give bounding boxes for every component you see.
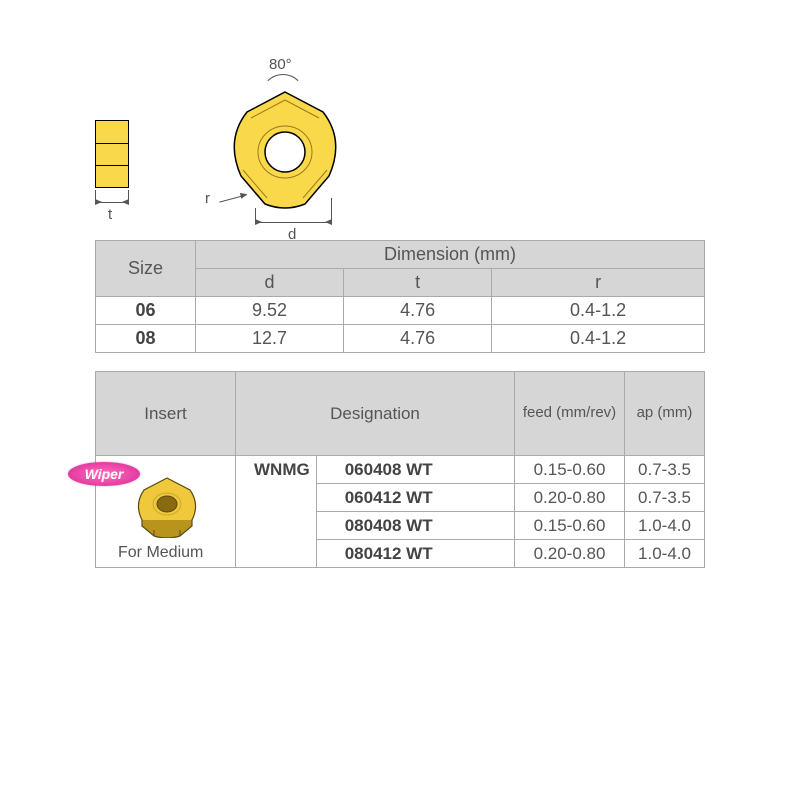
cell-code: 060412 WT [316,484,514,512]
t-label: t [108,206,112,223]
cell-r: 0.4-1.2 [492,325,705,353]
angle-label: 80° [269,56,292,73]
th-designation: Designation [236,372,515,456]
th-t: t [344,269,492,297]
insert-cell: Wiper For Medium [96,456,236,568]
cell-d: 12.7 [196,325,344,353]
th-dimension: Dimension (mm) [196,241,705,269]
th-ap: ap (mm) [625,372,705,456]
for-medium-label: For Medium [118,544,203,562]
dimension-table: Size Dimension (mm) d t r 06 9.52 4.76 0… [95,240,705,353]
diagram-area: t 80° r d [75,70,705,240]
cell-ap: 1.0-4.0 [625,512,705,540]
th-size: Size [96,241,196,297]
th-ap-text: ap (mm) [637,404,693,421]
table-row: 08 12.7 4.76 0.4-1.2 [96,325,705,353]
r-label: r [205,190,210,207]
wiper-badge: Wiper [68,462,140,486]
th-insert: Insert [96,372,236,456]
cell-code: 080408 WT [316,512,514,540]
cell-ap: 0.7-3.5 [625,484,705,512]
cell-ap: 0.7-3.5 [625,456,705,484]
cell-ap: 1.0-4.0 [625,540,705,568]
dim-arrow-d [255,222,332,223]
cell-code: 060408 WT [316,456,514,484]
th-d: d [196,269,344,297]
cell-r: 0.4-1.2 [492,297,705,325]
cell-feed: 0.15-0.60 [515,456,625,484]
side-view: t [95,120,129,188]
th-feed-text: feed (mm/rev) [523,404,616,421]
table-row: Wiper For Medium WNMG 060408 WT 0.15-0.6… [96,456,705,484]
cell-t: 4.76 [344,297,492,325]
cell-d: 9.52 [196,297,344,325]
cell-code: 080412 WT [316,540,514,568]
top-view: 80° r d [215,80,365,225]
family-code: WNMG [236,456,317,568]
spec-table: Insert Designation feed (mm/rev) ap (mm)… [95,371,705,568]
dim-arrow-t [95,202,129,203]
th-r: r [492,269,705,297]
th-feed: feed (mm/rev) [515,372,625,456]
cell-feed: 0.15-0.60 [515,512,625,540]
cell-t: 4.76 [344,325,492,353]
insert-3d-icon [132,474,202,538]
d-label: d [288,226,296,243]
cell-size: 08 [96,325,196,353]
side-rect-icon [95,120,129,188]
cell-feed: 0.20-0.80 [515,484,625,512]
angle-arc [261,74,305,118]
table-row: 06 9.52 4.76 0.4-1.2 [96,297,705,325]
cell-size: 06 [96,297,196,325]
cell-feed: 0.20-0.80 [515,540,625,568]
page-container: t 80° r d Size Dimension (mm) [95,70,705,568]
